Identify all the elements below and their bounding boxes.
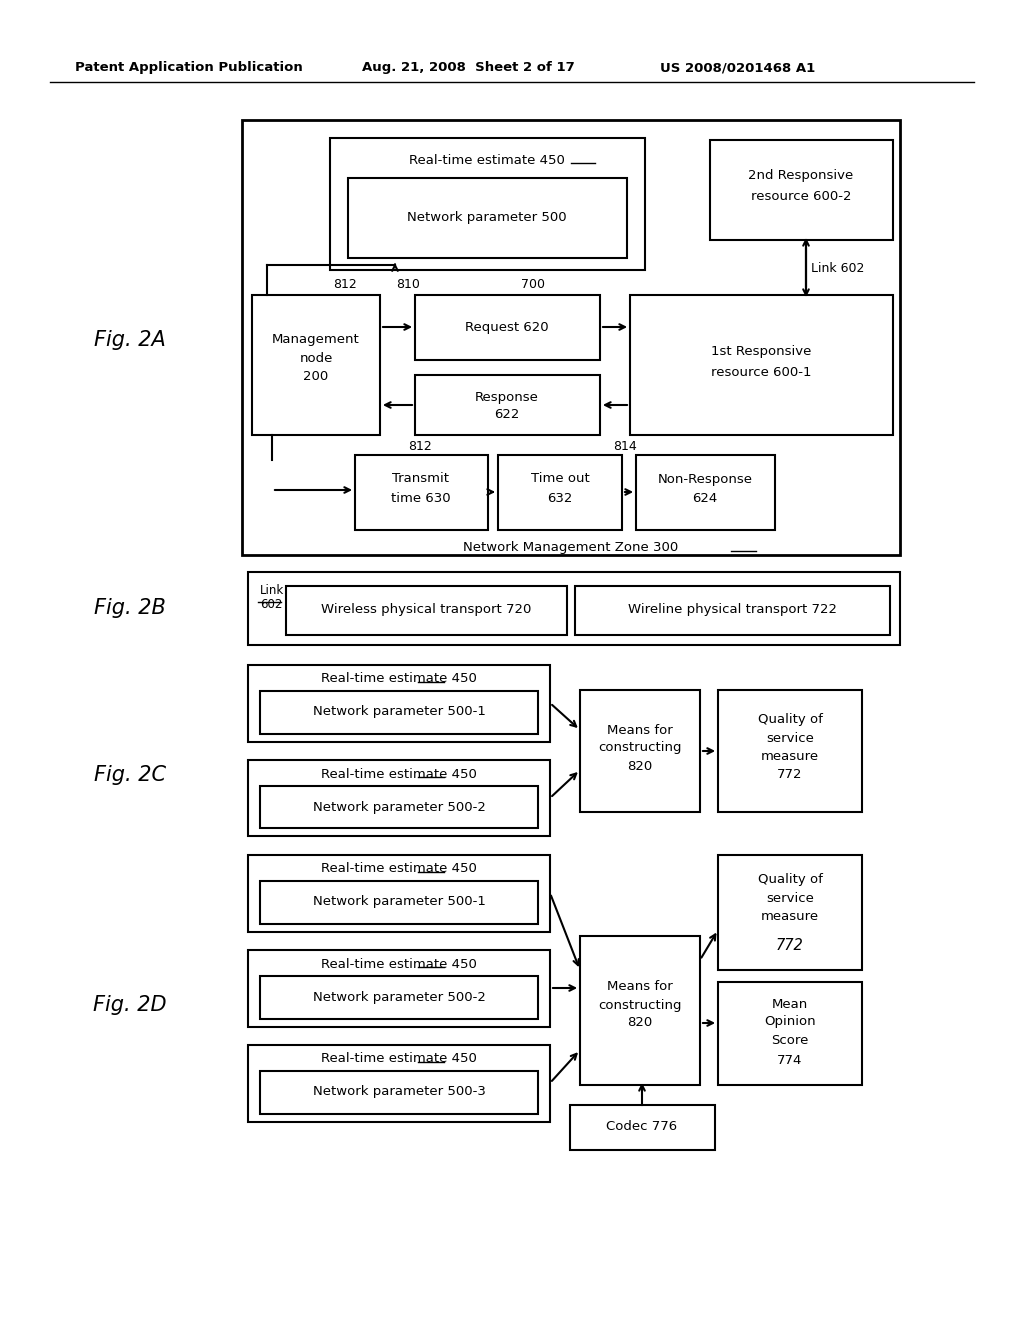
Bar (575, 586, 890, 635)
Text: 632: 632 (547, 492, 572, 506)
Bar (580, 690, 700, 812)
Text: 700: 700 (521, 279, 545, 292)
Text: Time out: Time out (530, 473, 590, 486)
Bar (286, 586, 567, 635)
Text: constructing: constructing (598, 998, 682, 1011)
Text: Wireless physical transport 720: Wireless physical transport 720 (321, 603, 531, 616)
Text: Codec 776: Codec 776 (606, 1121, 678, 1134)
Bar (260, 1071, 538, 1114)
Bar (260, 690, 538, 734)
Text: 820: 820 (628, 759, 652, 772)
Bar (580, 936, 700, 1085)
Text: Aug. 21, 2008  Sheet 2 of 17: Aug. 21, 2008 Sheet 2 of 17 (362, 62, 574, 74)
Text: 812: 812 (333, 279, 357, 292)
Bar (248, 665, 550, 742)
Text: constructing: constructing (598, 742, 682, 755)
Bar (242, 120, 900, 554)
Bar (355, 455, 488, 531)
Bar (248, 1045, 550, 1122)
Bar (248, 855, 550, 932)
Text: Fig. 2C: Fig. 2C (94, 766, 166, 785)
Text: Opinion: Opinion (764, 1015, 816, 1028)
Text: 624: 624 (692, 492, 718, 506)
Bar (415, 294, 600, 360)
Text: measure: measure (761, 750, 819, 763)
Text: Fig. 2D: Fig. 2D (93, 995, 167, 1015)
Text: Mean: Mean (772, 998, 808, 1011)
Text: Patent Application Publication: Patent Application Publication (75, 62, 303, 74)
Text: Transmit: Transmit (392, 473, 450, 486)
Text: Network parameter 500: Network parameter 500 (408, 211, 567, 224)
Text: Means for: Means for (607, 723, 673, 737)
Text: resource 600-1: resource 600-1 (711, 366, 811, 379)
Bar (260, 880, 538, 924)
Text: 820: 820 (628, 1016, 652, 1030)
Text: Network parameter 500-2: Network parameter 500-2 (312, 990, 485, 1003)
Text: 2nd Responsive: 2nd Responsive (749, 169, 854, 181)
Bar (260, 785, 538, 828)
Text: Link: Link (260, 583, 285, 597)
Text: 812: 812 (409, 441, 432, 454)
Text: Non-Response: Non-Response (657, 473, 753, 486)
Text: 774: 774 (777, 1053, 803, 1067)
Text: 622: 622 (495, 408, 520, 421)
Bar (570, 1105, 715, 1150)
Text: Real-time estimate 450: Real-time estimate 450 (322, 767, 477, 780)
Text: time 630: time 630 (391, 492, 451, 506)
Bar (252, 294, 380, 436)
Text: 772: 772 (776, 939, 804, 953)
Bar (248, 572, 900, 645)
Text: Real-time estimate 450: Real-time estimate 450 (409, 153, 565, 166)
Text: service: service (766, 731, 814, 744)
Bar (718, 690, 862, 812)
Text: 814: 814 (613, 441, 637, 454)
Text: Network Management Zone 300: Network Management Zone 300 (464, 541, 679, 554)
Text: Fig. 2B: Fig. 2B (94, 598, 166, 618)
Bar (248, 760, 550, 836)
Text: Response: Response (475, 391, 539, 404)
Text: Link 602: Link 602 (811, 261, 864, 275)
Text: measure: measure (761, 909, 819, 923)
Bar (636, 455, 775, 531)
Bar (248, 950, 550, 1027)
Text: Real-time estimate 450: Real-time estimate 450 (322, 862, 477, 875)
Text: US 2008/0201468 A1: US 2008/0201468 A1 (660, 62, 815, 74)
Text: 810: 810 (396, 279, 420, 292)
Bar (718, 982, 862, 1085)
Bar (330, 139, 645, 271)
Text: Management: Management (272, 334, 359, 346)
Bar (348, 178, 627, 257)
Text: Real-time estimate 450: Real-time estimate 450 (322, 672, 477, 685)
Text: resource 600-2: resource 600-2 (751, 190, 851, 203)
Text: Wireline physical transport 722: Wireline physical transport 722 (628, 603, 837, 616)
Bar (718, 855, 862, 970)
Bar (498, 455, 622, 531)
Bar (260, 975, 538, 1019)
Text: node: node (299, 351, 333, 364)
Text: service: service (766, 891, 814, 904)
Text: Real-time estimate 450: Real-time estimate 450 (322, 957, 477, 970)
Bar (415, 375, 600, 436)
Text: Quality of: Quality of (758, 714, 822, 726)
Text: Score: Score (771, 1034, 809, 1047)
Text: Quality of: Quality of (758, 874, 822, 887)
Text: Network parameter 500-3: Network parameter 500-3 (312, 1085, 485, 1098)
Text: Fig. 2A: Fig. 2A (94, 330, 166, 350)
Text: Network parameter 500-1: Network parameter 500-1 (312, 895, 485, 908)
Text: 772: 772 (777, 767, 803, 780)
Bar (630, 294, 893, 436)
Text: Real-time estimate 450: Real-time estimate 450 (322, 1052, 477, 1065)
Text: 1st Responsive: 1st Responsive (711, 346, 811, 359)
Text: Network parameter 500-2: Network parameter 500-2 (312, 800, 485, 813)
Text: 602: 602 (260, 598, 283, 611)
Text: Request 620: Request 620 (465, 321, 549, 334)
Text: 200: 200 (303, 370, 329, 383)
Text: Means for: Means for (607, 981, 673, 994)
Text: Network parameter 500-1: Network parameter 500-1 (312, 705, 485, 718)
Bar (710, 140, 893, 240)
